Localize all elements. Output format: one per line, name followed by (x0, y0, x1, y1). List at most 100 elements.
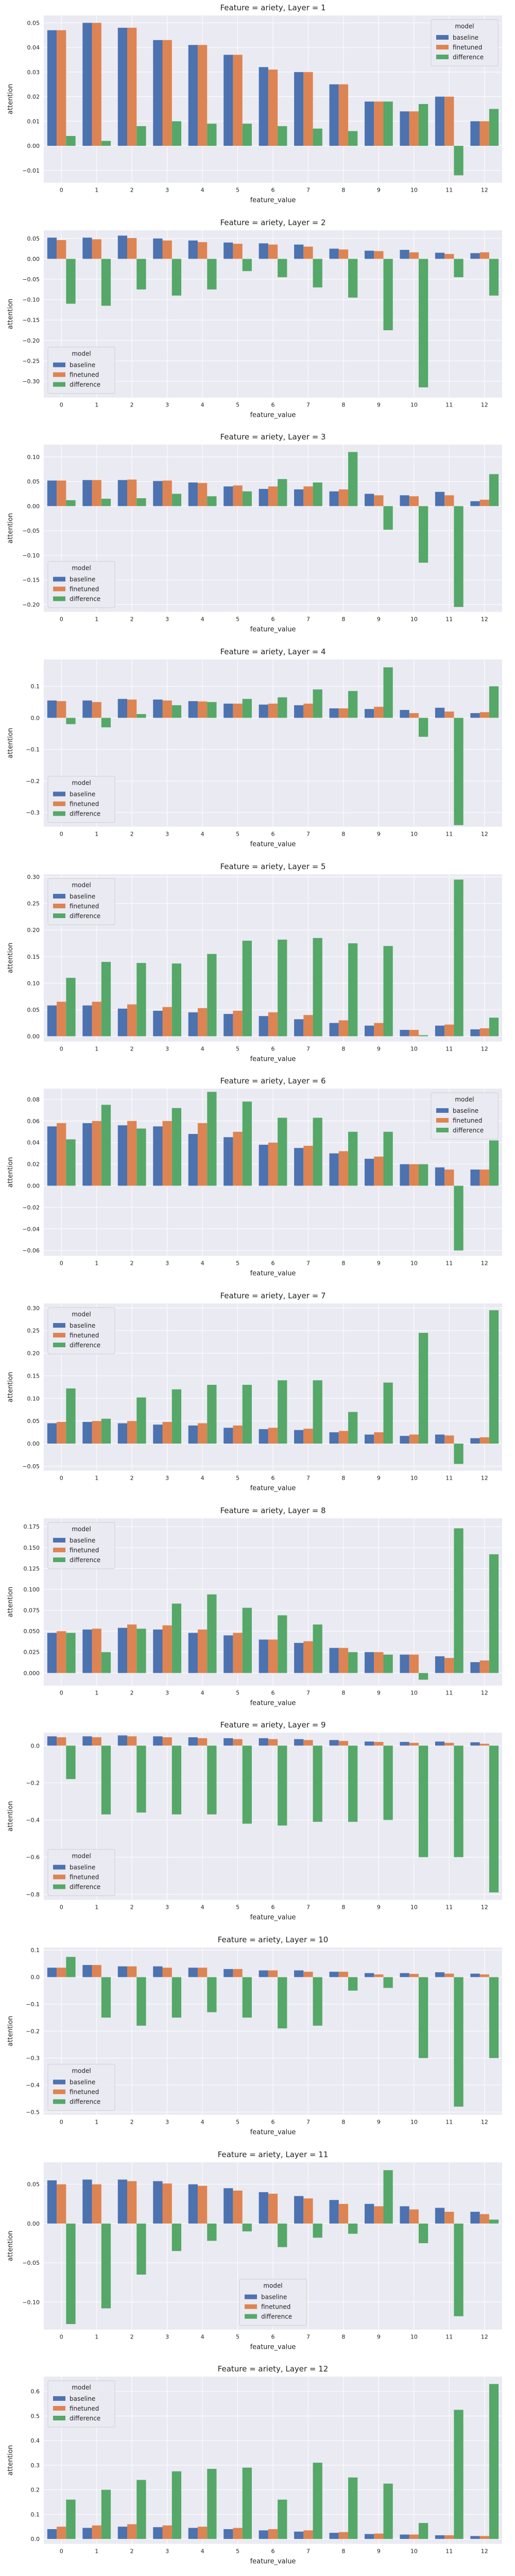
bar-difference (418, 1035, 428, 1037)
y-axis-label: attention (7, 2230, 14, 2261)
bar-finetuned (233, 1010, 243, 1037)
x-tick-label: 9 (377, 1904, 381, 1911)
bar-finetuned (268, 1639, 278, 1673)
bar-difference (489, 259, 499, 296)
bar-finetuned (338, 2204, 349, 2224)
bar-difference (66, 718, 76, 724)
chart-panel: −0.10−0.050.000.050 1 2 3 4 5 6 7 8 9 10 11 12Featur… (7, 2150, 502, 2351)
bar-difference (454, 1444, 464, 1464)
y-axis-label: attention (7, 942, 14, 973)
legend: model baseline finetuned difference (47, 1522, 115, 1569)
bar-finetuned (127, 27, 137, 146)
y-tick-label: 0.20 (27, 927, 40, 934)
legend-label-baseline: baseline (453, 1107, 478, 1114)
bar-finetuned (479, 252, 489, 259)
x-tick-label: 12 (481, 1045, 488, 1052)
bar-difference (278, 1117, 287, 1186)
chart-title: Feature = ariety, Layer = 3 (220, 432, 325, 442)
x-axis-label: feature_value (250, 2343, 296, 2351)
bar-baseline (435, 1434, 445, 1444)
bar-finetuned (303, 246, 313, 259)
bar-baseline (153, 481, 163, 506)
bar-difference (489, 1310, 499, 1444)
bar-finetuned (374, 1742, 384, 1746)
bar-baseline (224, 1738, 233, 1746)
bar-difference (313, 1624, 322, 1673)
x-tick-label: 11 (445, 1045, 453, 1052)
bar-finetuned (57, 1123, 66, 1186)
x-tick-label: 12 (481, 187, 488, 194)
y-tick-label: 0.1 (31, 1947, 40, 1954)
bar-baseline (259, 243, 268, 259)
legend-swatch-difference (436, 54, 449, 59)
x-tick-label: 0 (60, 2119, 63, 2126)
x-tick-label: 11 (445, 831, 453, 838)
bar-difference (136, 1128, 146, 1186)
bar-finetuned (92, 1421, 101, 1444)
legend: model baseline finetuned difference (47, 2380, 115, 2428)
y-tick-label: −0.6 (26, 1854, 40, 1861)
bar-finetuned (409, 1434, 419, 1444)
bar-baseline (294, 1642, 304, 1673)
bar-finetuned (303, 703, 313, 718)
y-tick-label: 0.00 (27, 256, 40, 262)
bar-finetuned (57, 481, 66, 506)
bar-finetuned (303, 1014, 313, 1037)
bar-finetuned (197, 1968, 208, 1977)
legend-swatch-difference (53, 2416, 66, 2421)
x-tick-label: 4 (201, 2119, 204, 2126)
x-tick-label: 9 (377, 2119, 381, 2126)
y-tick-label: 0.20 (27, 1350, 40, 1357)
bar-difference (348, 452, 358, 506)
bar-baseline (294, 1739, 304, 1746)
bar-finetuned (303, 1972, 313, 1977)
y-tick-label: 0.175 (24, 1523, 40, 1530)
legend-title: model (72, 350, 91, 357)
bar-finetuned (92, 480, 101, 506)
bar-finetuned (338, 708, 349, 718)
bar-difference (348, 2478, 358, 2539)
bar-difference (101, 2223, 111, 2309)
legend-label-finetuned: finetuned (70, 1332, 99, 1339)
y-tick-label: 0.06 (27, 1118, 40, 1125)
y-tick-label: 0.05 (27, 1006, 40, 1013)
x-tick-label: 5 (236, 616, 239, 623)
bar-difference (278, 1745, 287, 1826)
bar-baseline (47, 2529, 57, 2539)
y-tick-label: 0.04 (27, 1140, 40, 1146)
bar-difference (454, 259, 464, 277)
x-tick-label: 10 (410, 2119, 418, 2126)
bar-finetuned (268, 1739, 278, 1746)
bar-finetuned (233, 485, 243, 506)
x-tick-label: 12 (481, 2119, 488, 2126)
bar-baseline (153, 1966, 163, 1977)
bar-baseline (259, 2530, 268, 2539)
chart-title: Feature = ariety, Layer = 5 (220, 862, 325, 871)
bar-baseline (82, 480, 92, 506)
bar-finetuned (233, 2190, 243, 2224)
x-tick-label: 10 (410, 1689, 418, 1696)
x-tick-label: 12 (481, 1475, 488, 1482)
bar-finetuned (374, 1023, 384, 1037)
legend-swatch-difference (53, 382, 66, 387)
y-tick-label: 0.0 (31, 2536, 40, 2543)
bar-difference (383, 506, 393, 530)
bar-baseline (435, 1656, 445, 1673)
bar-baseline (47, 1736, 57, 1746)
bar-difference (454, 146, 464, 176)
bar-finetuned (444, 1743, 454, 1746)
y-tick-label: 0.000 (24, 1670, 40, 1676)
bar-finetuned (374, 1157, 384, 1186)
bar-baseline (435, 2208, 445, 2224)
y-tick-label: −0.3 (26, 809, 40, 816)
bar-baseline (364, 1434, 374, 1444)
x-tick-label: 12 (481, 2333, 488, 2340)
bar-difference (136, 1397, 146, 1444)
x-tick-label: 1 (95, 831, 98, 838)
x-axis-label: feature_value (250, 197, 296, 205)
legend-swatch-difference (53, 1557, 66, 1562)
x-tick-label: 11 (445, 187, 453, 194)
x-tick-label: 0 (60, 1689, 63, 1696)
bar-baseline (259, 704, 268, 718)
